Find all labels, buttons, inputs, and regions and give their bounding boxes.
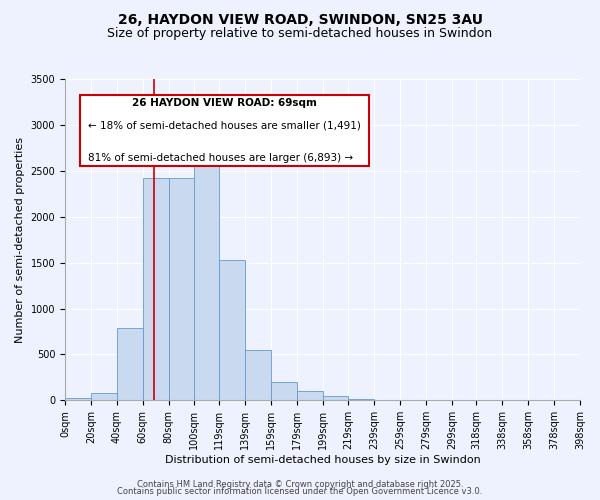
- X-axis label: Distribution of semi-detached houses by size in Swindon: Distribution of semi-detached houses by …: [164, 455, 481, 465]
- Bar: [194, 135, 219, 400]
- Text: Contains HM Land Registry data © Crown copyright and database right 2025.: Contains HM Land Registry data © Crown c…: [137, 480, 463, 489]
- Bar: [143, 178, 169, 400]
- Text: 26 HAYDON VIEW ROAD: 69sqm: 26 HAYDON VIEW ROAD: 69sqm: [132, 98, 317, 108]
- Y-axis label: Number of semi-detached properties: Number of semi-detached properties: [15, 136, 25, 342]
- Bar: [219, 260, 245, 400]
- Text: Contains public sector information licensed under the Open Government Licence v3: Contains public sector information licen…: [118, 487, 482, 496]
- Bar: [245, 350, 271, 401]
- Bar: [117, 328, 143, 400]
- Text: Size of property relative to semi-detached houses in Swindon: Size of property relative to semi-detach…: [107, 28, 493, 40]
- Bar: [323, 396, 349, 400]
- Bar: [91, 393, 117, 400]
- Text: ← 18% of semi-detached houses are smaller (1,491): ← 18% of semi-detached houses are smalle…: [88, 120, 361, 130]
- Bar: [65, 398, 91, 400]
- FancyBboxPatch shape: [80, 95, 369, 166]
- Bar: [296, 391, 323, 400]
- Text: 26, HAYDON VIEW ROAD, SWINDON, SN25 3AU: 26, HAYDON VIEW ROAD, SWINDON, SN25 3AU: [118, 12, 482, 26]
- Text: 81% of semi-detached houses are larger (6,893) →: 81% of semi-detached houses are larger (…: [88, 152, 353, 162]
- Bar: [169, 178, 194, 400]
- Bar: [271, 382, 296, 400]
- Bar: [349, 398, 374, 400]
